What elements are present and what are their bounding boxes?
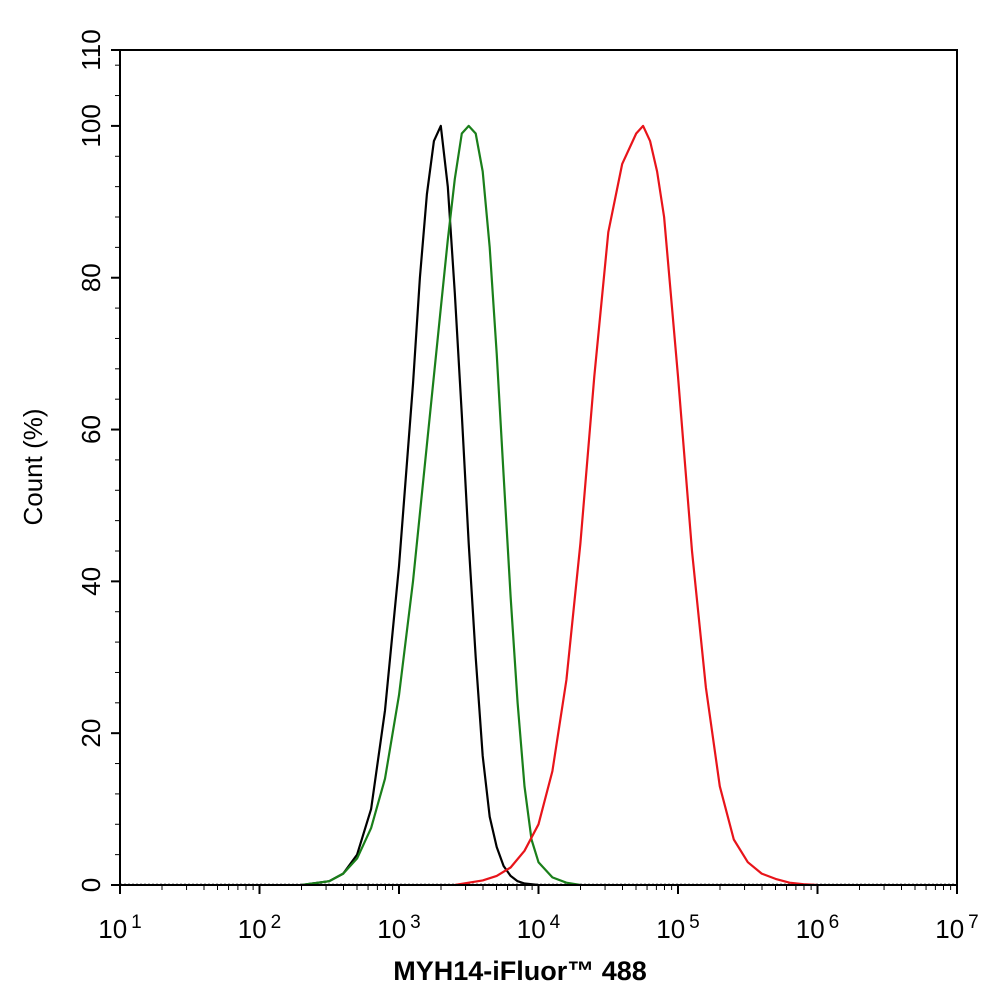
x-tick-label: 10 3 [377,912,421,944]
x-tick-label: 10 6 [796,912,840,944]
series-lines [120,124,957,887]
x-tick-label: 10 7 [935,912,979,944]
series-line-3 [454,124,818,887]
x-tick-label: 10 1 [98,912,142,944]
series-line-1 [301,124,539,887]
axis-ticks [111,49,958,894]
x-axis-title: MYH14-iFluor™ 488 [393,956,647,986]
y-tick-label: 40 [76,567,106,596]
y-tick-label: 110 [76,29,106,70]
y-axis-title: Count (%) [18,408,48,525]
tick-labels: 10 1 10 2 10 3 10 4 10 5 10 6 10 7 0 20 40 60 80 100 110 [76,29,979,944]
plot-frame [119,49,958,886]
x-tick-label: 10 2 [238,912,282,944]
y-tick-label: 80 [76,263,106,292]
x-tick-label: 10 5 [656,912,700,944]
series-line-2 [301,124,581,887]
x-tick-label: 10 4 [517,912,561,944]
y-tick-label: 60 [76,415,106,444]
y-tick-label: 20 [76,719,106,748]
y-tick-label: 100 [76,104,106,147]
y-tick-label: 0 [76,878,106,892]
